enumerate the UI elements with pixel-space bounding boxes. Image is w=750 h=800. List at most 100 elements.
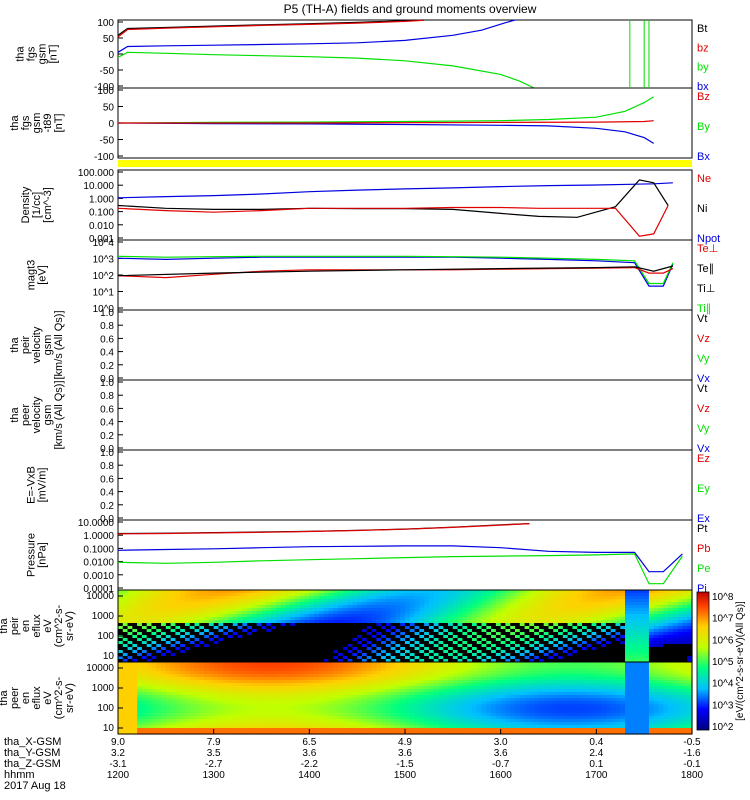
- heat-cell: [648, 644, 655, 648]
- heat-cell: [352, 698, 358, 702]
- heat-cell: [505, 605, 511, 609]
- heat-cell: [668, 590, 674, 594]
- heat-cell: [433, 638, 440, 642]
- heat-cell: [433, 650, 440, 654]
- heat-cell: [452, 665, 459, 669]
- heat-cell: [280, 590, 287, 594]
- heat-cell: [228, 662, 234, 666]
- heat-cell: [390, 686, 397, 690]
- heat-cell: [586, 599, 593, 603]
- heat-cell: [122, 647, 129, 651]
- heat-cell: [352, 638, 358, 642]
- heat-cell: [390, 608, 397, 612]
- heat-cell: [204, 680, 210, 684]
- heat-cell: [137, 656, 143, 660]
- heat-cell: [271, 722, 277, 726]
- heat-cell: [309, 677, 315, 681]
- heat-cell: [170, 644, 176, 648]
- heat-cell: [376, 725, 382, 729]
- heat-cell: [395, 665, 401, 669]
- heat-cell: [261, 644, 267, 648]
- heat-cell: [237, 686, 243, 690]
- heat-cell: [180, 692, 186, 696]
- heat-cell: [137, 695, 143, 699]
- heat-cell: [405, 635, 411, 639]
- heat-cell: [323, 605, 330, 609]
- heat-cell: [491, 683, 497, 687]
- heat-cell: [352, 623, 358, 627]
- heat-cell: [371, 683, 377, 687]
- heat-cell: [414, 686, 420, 690]
- heat-cell: [156, 665, 162, 669]
- heat-cell: [161, 716, 167, 720]
- heat-cell: [687, 599, 693, 603]
- heat-cell: [342, 632, 349, 636]
- heat-cell: [333, 710, 339, 714]
- heat-cell: [290, 608, 296, 612]
- heat-cell: [328, 728, 334, 732]
- heat-cell: [419, 635, 425, 639]
- heat-cell: [170, 635, 176, 639]
- heat-cell: [687, 647, 693, 651]
- heat-cell: [132, 626, 138, 630]
- heat-cell: [232, 647, 239, 651]
- heat-cell: [237, 635, 243, 639]
- heat-cell: [687, 626, 693, 630]
- heat-cell: [261, 596, 267, 600]
- heat-cell: [294, 623, 301, 627]
- heat-cell: [687, 608, 693, 612]
- ytick-peer-2: 0.6: [100, 404, 114, 415]
- heat-cell: [409, 608, 416, 612]
- heat-cell: [237, 722, 243, 726]
- heat-cell: [323, 674, 330, 678]
- heat-cell: [299, 698, 306, 702]
- heat-cell: [242, 596, 248, 600]
- heat-cell: [405, 620, 411, 624]
- heat-cell: [122, 725, 129, 729]
- heat-cell: [467, 626, 473, 630]
- heat-cell: [165, 710, 172, 714]
- heat-cell: [558, 638, 564, 642]
- heat-cell: [471, 677, 478, 681]
- heat-cell: [620, 614, 626, 618]
- heat-cell: [500, 641, 507, 645]
- heat-cell: [132, 635, 138, 639]
- heat-cell: [175, 725, 181, 729]
- heat-cell: [132, 590, 138, 594]
- heat-cell: [524, 626, 530, 630]
- heat-cell: [242, 671, 248, 675]
- heat-cell: [184, 605, 191, 609]
- heat-cell: [648, 650, 655, 654]
- heat-cell: [323, 704, 330, 708]
- heat-cell: [467, 635, 473, 639]
- heat-cell: [371, 647, 377, 651]
- ylabel-fgs-0: tha: [15, 45, 27, 61]
- heat-cell: [428, 716, 435, 720]
- heat-cell: [448, 686, 454, 690]
- heat-cell: [462, 599, 468, 603]
- heat-cell: [443, 689, 449, 693]
- heat-cell: [438, 632, 444, 636]
- heat-cell: [309, 728, 315, 732]
- heat-cell: [448, 695, 454, 699]
- heat-cell: [180, 665, 186, 669]
- heat-cell: [543, 593, 550, 597]
- heat-cell: [271, 665, 277, 669]
- heat-cell: [414, 680, 420, 684]
- heat-cell: [242, 593, 248, 597]
- heat-cell: [409, 689, 416, 693]
- heat-cell: [223, 674, 229, 678]
- heat-cell: [247, 692, 253, 696]
- heat-cell: [251, 635, 258, 639]
- heat-cell: [682, 656, 688, 660]
- heat-cell: [137, 614, 143, 618]
- heat-cell: [376, 716, 382, 720]
- heat-cell: [208, 653, 215, 657]
- heat-cell: [318, 719, 325, 723]
- heat-cell: [122, 722, 129, 726]
- heat-cell: [438, 638, 444, 642]
- heat-cell: [184, 725, 191, 729]
- heat-cell: [428, 629, 435, 633]
- heat-cell: [146, 728, 153, 732]
- heat-cell: [376, 683, 382, 687]
